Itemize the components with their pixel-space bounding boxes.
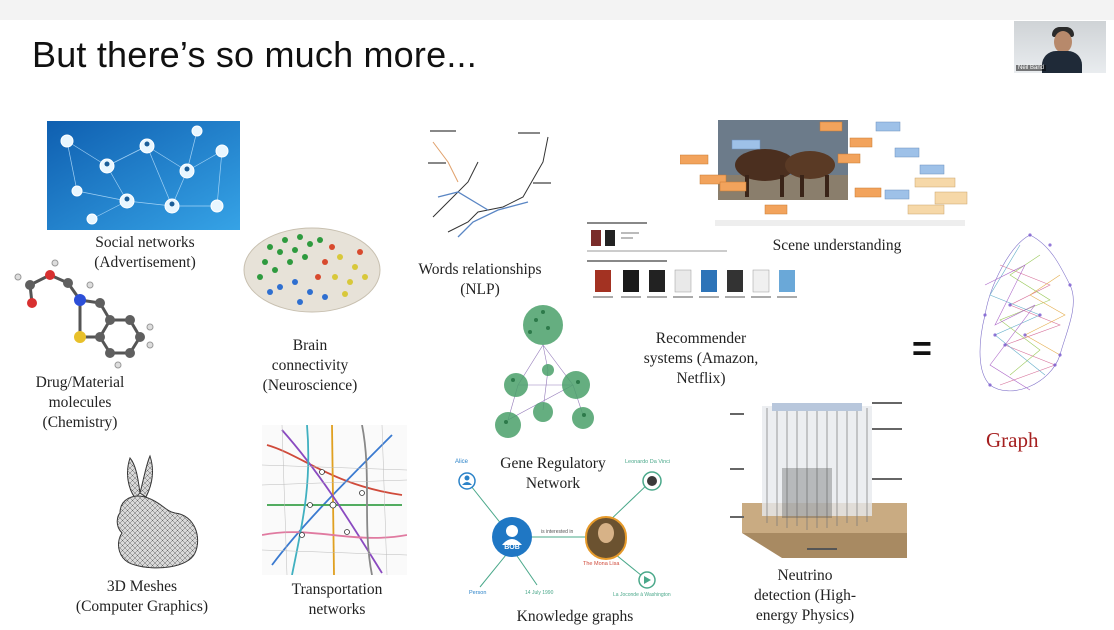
top-bar: [0, 0, 1114, 20]
knowledge-graph-edges: [458, 471, 662, 589]
recommender-label-line2: systems (Amazon,: [643, 350, 759, 367]
kg-edge-interested: is interested in: [541, 529, 574, 535]
knowledge-graph: Alice BOB Leonardo Da Vinci The Mona Lis…: [455, 455, 680, 605]
molecules-label-line3: (Chemistry): [42, 414, 118, 431]
gene-network-label: Gene Regulatory Network: [478, 454, 628, 494]
molecules-label-line2: molecules: [48, 394, 112, 411]
graph-label: Graph: [986, 428, 1039, 452]
gene-label-line2: Network: [525, 475, 581, 492]
presenter-body: [1042, 51, 1082, 73]
neutrino-label-line1: Neutrino: [777, 567, 833, 584]
scene-understanding-label: Scene understanding: [772, 237, 902, 254]
mesh-label-line1: 3D Meshes: [106, 578, 178, 595]
mesh-label: 3D Meshes (Computer Graphics): [62, 577, 222, 617]
words-relationships-label: Words relationships (NLP): [400, 260, 560, 300]
mesh-label-line2: (Computer Graphics): [75, 598, 209, 615]
presenter-head: [1054, 31, 1072, 53]
social-network-image: [47, 121, 240, 230]
words-label-line1: Words relationships: [418, 261, 542, 278]
brain-label-line1: Brain: [292, 337, 328, 354]
neutrino-label-line3: energy Physics): [755, 607, 855, 624]
transportation-image: [262, 425, 407, 575]
slide-title: But there’s so much more...: [32, 34, 477, 75]
social-label-line1: Social networks: [95, 234, 195, 251]
brain-label: Brain connectivity (Neuroscience): [245, 336, 375, 396]
words-relationships-image: [428, 130, 551, 238]
transportation-label: Transportation networks: [262, 580, 412, 620]
recommender-image: [587, 222, 797, 298]
knowledge-graphs-label: Knowledge graphs: [516, 608, 634, 625]
molecules-label: Drug/Material molecules (Chemistry): [20, 373, 140, 433]
equals-sign: =: [912, 330, 932, 368]
transportation-label-line2: networks: [308, 601, 366, 618]
mesh-image: [116, 454, 199, 569]
kg-node-leonardo: Leonardo Da Vinci: [625, 459, 671, 465]
social-label-line2: (Advertisement): [94, 254, 196, 271]
kg-node-alice: Alice: [455, 459, 469, 465]
neutrino-label-line2: detection (High-: [753, 587, 856, 604]
molecule-image: [14, 259, 154, 369]
kg-node-mona: The Mona Lisa: [583, 561, 620, 567]
presenter-name: Neil Band: [1016, 65, 1047, 71]
social-networks-label: Social networks (Advertisement): [60, 233, 230, 273]
kg-node-person: Person: [469, 590, 487, 596]
gene-network-image: [495, 305, 594, 438]
neutrino-detector-image: [730, 402, 907, 558]
gene-label-line1: Gene Regulatory: [500, 455, 606, 472]
scene-image: [680, 120, 968, 226]
recommender-label: Recommender systems (Amazon, Netflix): [626, 329, 776, 389]
kg-node-date: 14 July 1990: [525, 590, 554, 596]
kg-node-louvre: La Joconde à Washington: [613, 592, 671, 598]
brain-label-line3: (Neuroscience): [262, 377, 358, 394]
recommender-label-line1: Recommender: [655, 330, 747, 347]
recommender-label-line3: Netflix): [676, 370, 726, 387]
brain-label-line2: connectivity: [271, 357, 349, 374]
transportation-label-line1: Transportation: [291, 581, 383, 598]
molecules-label-line1: Drug/Material: [35, 374, 125, 391]
words-label-line2: (NLP): [460, 281, 500, 298]
brain-image: [243, 227, 381, 313]
kg-node-bob: BOB: [504, 544, 520, 551]
neutrino-label: Neutrino detection (High- energy Physics…: [730, 566, 880, 626]
graph-image: [979, 233, 1074, 392]
presenter-video-thumbnail[interactable]: Neil Band: [1014, 21, 1106, 73]
